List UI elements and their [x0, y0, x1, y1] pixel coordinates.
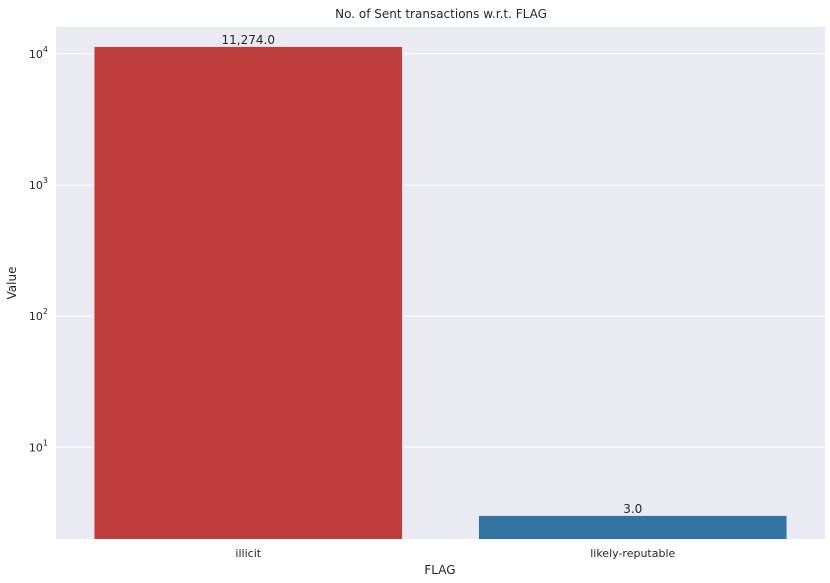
bar — [478, 515, 787, 539]
data-label: 11,274.0 — [222, 33, 275, 47]
chart-title: No. of Sent transactions w.r.t. FLAG — [335, 7, 547, 21]
data-label: 3.0 — [623, 502, 642, 516]
y-tick-label: 104 — [29, 45, 48, 61]
y-axis-label: Value — [5, 267, 19, 300]
bars — [94, 46, 787, 539]
x-axis-ticks: illicit likely-reputable — [235, 547, 675, 560]
bar — [94, 46, 403, 539]
y-axis-ticks: 101 102 103 104 — [29, 45, 48, 455]
y-tick-label: 102 — [29, 307, 48, 323]
x-axis-label: FLAG — [424, 563, 455, 577]
y-tick-label: 101 — [29, 438, 48, 454]
y-tick-label: 103 — [29, 176, 48, 192]
x-tick-label: likely-reputable — [590, 547, 675, 560]
x-tick-label: illicit — [235, 547, 261, 560]
data-labels: 11,274.0 3.0 — [222, 33, 643, 516]
